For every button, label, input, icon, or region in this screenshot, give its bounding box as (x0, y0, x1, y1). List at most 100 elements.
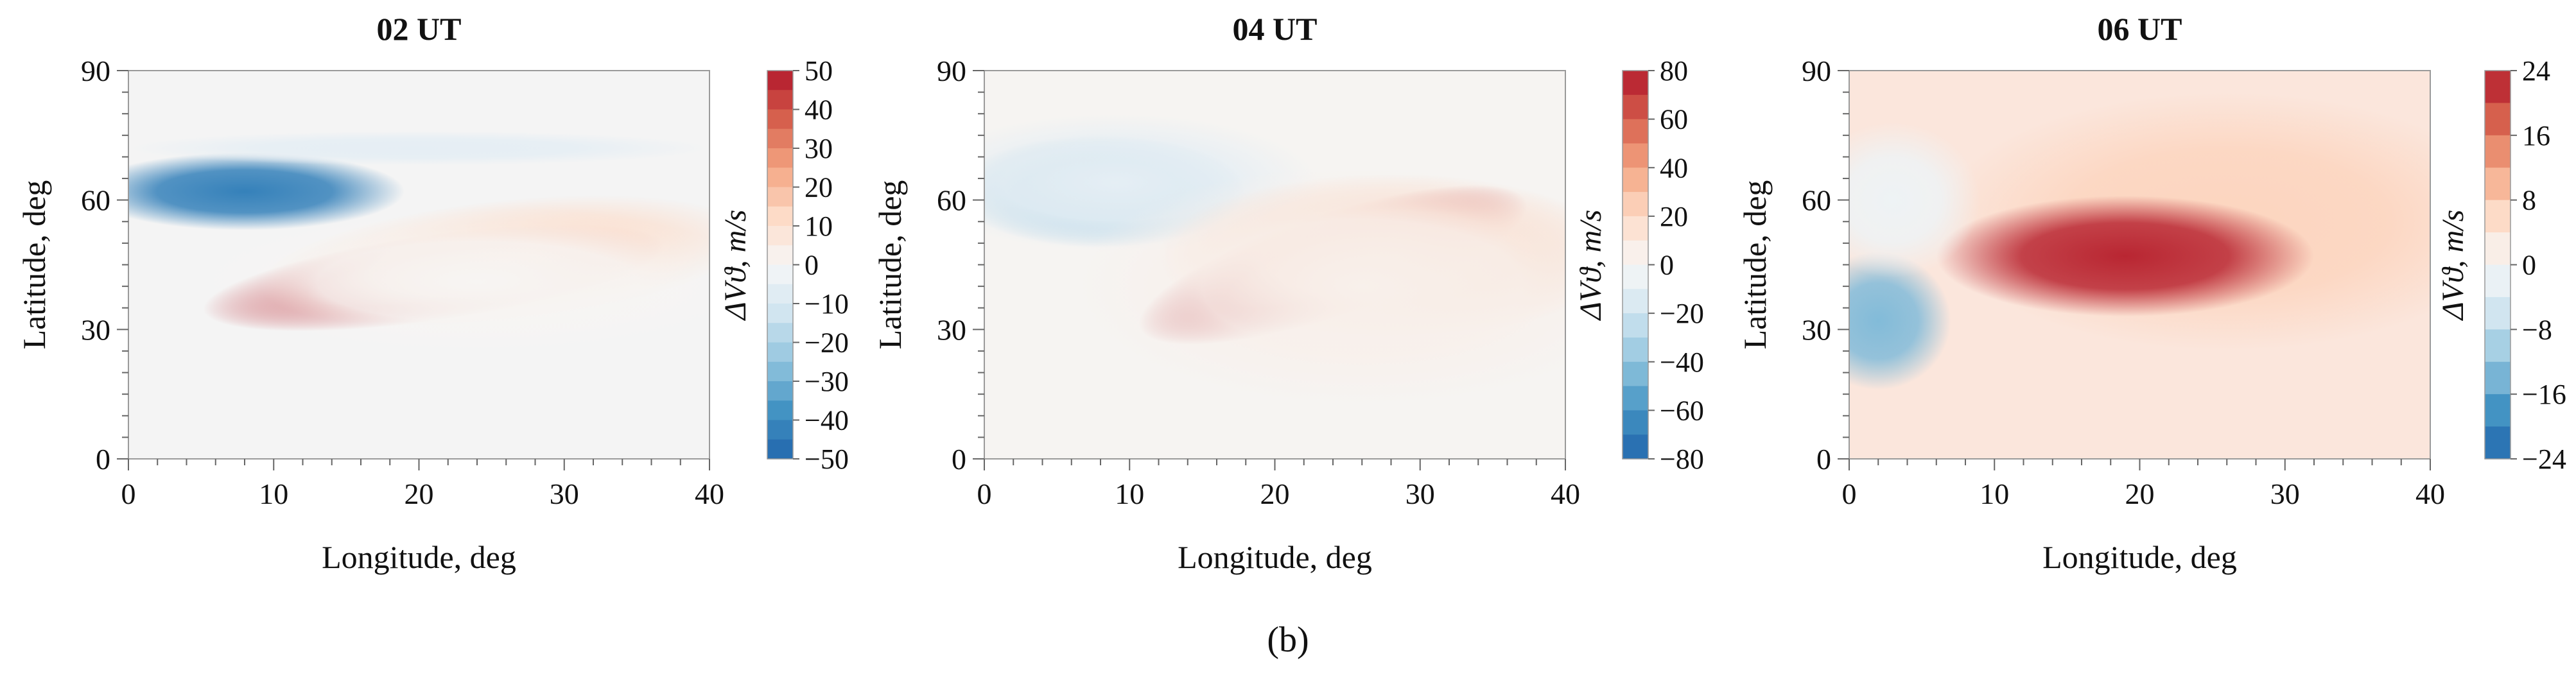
y-tick-label: 60 (81, 184, 110, 217)
colorbar-band (767, 90, 793, 110)
chart-title: 04 UT (1233, 11, 1318, 47)
positive-region (1936, 195, 2314, 317)
colorbar-band (767, 304, 793, 323)
colorbar-band (767, 245, 793, 266)
colorbar-tick-label: −8 (2522, 314, 2552, 345)
colorbar-tick-label: 0 (2522, 250, 2536, 281)
colorbar-band (767, 284, 793, 304)
colorbar-tick-label: −50 (805, 443, 849, 475)
x-tick-label: 10 (259, 477, 288, 510)
colorbar-band (2485, 232, 2511, 266)
colorbar-tick-label: −20 (1660, 298, 1704, 329)
x-tick-label: 30 (2270, 477, 2300, 510)
colorbar-band (2485, 394, 2511, 427)
colorbar-band (2485, 264, 2511, 298)
negative-region (128, 131, 709, 166)
colorbar-band (2485, 103, 2511, 136)
colorbar-tick-label: 20 (1660, 201, 1688, 232)
colorbar-band (767, 439, 793, 460)
colorbar-band (1623, 289, 1648, 314)
colorbar-band (1623, 434, 1648, 460)
colorbar-tick-label: 24 (2522, 55, 2550, 87)
colorbar-band (1623, 313, 1648, 338)
y-tick-label: 30 (1802, 313, 1831, 346)
colorbar-tick-label: 30 (805, 133, 833, 164)
colorbar-tick-label: −20 (805, 327, 849, 359)
contour-field (128, 131, 709, 356)
colorbar-band (1623, 410, 1648, 435)
colorbar-band (767, 323, 793, 343)
colorbar-band (767, 381, 793, 401)
x-tick-label: 20 (1260, 477, 1290, 510)
colorbar-band (1623, 143, 1648, 168)
colorbar-tick-label: 50 (805, 55, 833, 87)
colorbar-tick-label: −40 (1660, 347, 1704, 378)
colorbar-band (1623, 94, 1648, 120)
y-tick-label: 90 (937, 55, 966, 87)
colorbar-band (1623, 264, 1648, 289)
colorbar-tick-label: 16 (2522, 120, 2550, 151)
x-tick-label: 10 (1980, 477, 2009, 510)
x-axis-label: Longitude, deg (322, 539, 516, 575)
colorbar-band (767, 148, 793, 168)
y-tick-label: 60 (937, 184, 966, 217)
colorbar-band (2485, 329, 2511, 363)
x-tick-label: 10 (1115, 477, 1144, 510)
colorbar-band (2485, 426, 2511, 460)
colorbar-band (1623, 168, 1648, 193)
colorbar-band (767, 128, 793, 149)
y-tick-label: 0 (96, 443, 110, 476)
colorbar-band (1623, 216, 1648, 241)
colorbar: 80 60 40 20 0 −20 −40 −60 −80 ΔVϑ, m/s (1574, 55, 1704, 475)
y-tick-label: 60 (1802, 184, 1831, 217)
colorbar-band (2485, 361, 2511, 395)
colorbar-band (1623, 240, 1648, 266)
colorbar-band (1623, 119, 1648, 144)
chart-panel-2: 0 10 20 30 40 0 30 60 90 04 UT Longitude, deg Latit… (872, 11, 1704, 575)
colorbar-band (767, 342, 793, 363)
colorbar-band (767, 168, 793, 188)
colorbar-band (767, 109, 793, 130)
y-axis-label: Latitude, deg (1737, 180, 1773, 350)
negative-region (1849, 252, 1951, 390)
contour-field (1849, 92, 2430, 390)
colorbar-title: ΔVϑ, m/s (1574, 210, 1608, 322)
y-tick-label: 0 (952, 443, 966, 476)
colorbar-band (1623, 386, 1648, 411)
chart-title: 06 UT (2098, 11, 2182, 47)
x-tick-label: 0 (121, 477, 136, 510)
colorbar-tick-label: 60 (1660, 104, 1688, 135)
colorbar-band (1623, 192, 1648, 217)
colorbar-band (767, 264, 793, 285)
colorbar: 24 16 8 0 −8 −16 −24 ΔVϑ, m/s (2436, 55, 2566, 475)
figure-label: (b) (1267, 620, 1309, 660)
y-tick-label: 30 (81, 313, 110, 346)
colorbar-tick-label: −80 (1660, 443, 1704, 475)
colorbar-tick-label: 40 (1660, 152, 1688, 184)
x-tick-label: 40 (2415, 477, 2445, 510)
x-tick-label: 20 (405, 477, 434, 510)
colorbar-title: ΔVϑ, m/s (718, 210, 753, 322)
x-axis-label: Longitude, deg (1178, 539, 1372, 575)
y-tick-label: 90 (81, 55, 110, 87)
negative-region (1849, 122, 1980, 278)
x-tick-label: 0 (977, 477, 992, 510)
colorbar-band (767, 187, 793, 207)
colorbar-band (2485, 168, 2511, 201)
colorbar-tick-label: 20 (805, 172, 833, 203)
colorbar-tick-label: −60 (1660, 395, 1704, 426)
x-tick-label: 30 (550, 477, 579, 510)
positive-region (1071, 165, 1565, 408)
contour-field (984, 114, 1565, 408)
colorbar-tick-label: −24 (2522, 443, 2566, 475)
colorbar-band (767, 420, 793, 440)
y-tick-label: 30 (937, 313, 966, 346)
chart-title: 02 UT (377, 11, 462, 47)
colorbar-band (2485, 297, 2511, 330)
colorbar-tick-label: 8 (2522, 185, 2536, 216)
x-tick-label: 20 (2125, 477, 2155, 510)
colorbar-tick-label: 0 (805, 250, 819, 281)
positive-region (186, 209, 709, 356)
y-axis-label: Latitude, deg (872, 180, 908, 350)
colorbar-band (767, 400, 793, 421)
